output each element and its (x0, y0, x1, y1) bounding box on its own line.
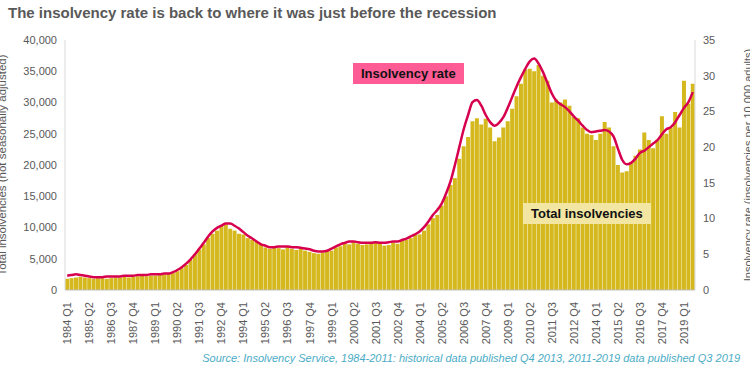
svg-text:Insolvency rate (insolvencies: Insolvency rate (insolvencies per 10,000… (742, 49, 743, 281)
html-text:Source: Insolvency Service, 19: Source: Insolvency Service, 1984-2011: h… (202, 352, 740, 364)
svg-text:2006 Q3: 2006 Q3 (458, 302, 470, 344)
svg-text:20,000: 20,000 (23, 159, 57, 171)
html-text:Total insolvencies: Total insolvencies (531, 206, 643, 221)
svg-text:2004 Q1: 2004 Q1 (414, 302, 426, 344)
svg-text:1997 Q4: 1997 Q4 (304, 302, 316, 344)
svg-text:2012 Q4: 2012 Q4 (568, 302, 580, 344)
svg-text:10: 10 (703, 212, 715, 224)
svg-text:5,000: 5,000 (29, 253, 57, 265)
svg-text:2009 Q1: 2009 Q1 (502, 302, 514, 344)
svg-text:2010 Q2: 2010 Q2 (524, 302, 536, 344)
svg-text:1999 Q1: 1999 Q1 (326, 302, 338, 344)
svg-text:2007 Q4: 2007 Q4 (480, 302, 492, 344)
svg-text:2001 Q3: 2001 Q3 (370, 302, 382, 344)
html-text:The insolvency rate is back to: The insolvency rate is back to where it … (8, 4, 497, 21)
svg-text:2002 Q4: 2002 Q4 (392, 302, 404, 344)
svg-text:10,000: 10,000 (23, 221, 57, 233)
svg-text:40,000: 40,000 (23, 34, 57, 46)
svg-text:1984 Q1: 1984 Q1 (61, 302, 73, 344)
svg-text:1987 Q4: 1987 Q4 (127, 302, 139, 344)
svg-text:1991 Q3: 1991 Q3 (193, 302, 205, 344)
svg-text:2015 Q2: 2015 Q2 (612, 302, 624, 344)
svg-text:0: 0 (51, 284, 57, 296)
svg-text:2014 Q1: 2014 Q1 (590, 302, 602, 344)
svg-text:15,000: 15,000 (23, 190, 57, 202)
svg-text:1996 Q3: 1996 Q3 (281, 302, 293, 344)
svg-text:1985 Q2: 1985 Q2 (83, 302, 95, 344)
svg-text:35,000: 35,000 (23, 65, 57, 77)
svg-text:25,000: 25,000 (23, 128, 57, 140)
svg-text:30: 30 (703, 70, 715, 82)
svg-text:5: 5 (703, 248, 709, 260)
svg-text:2017 Q4: 2017 Q4 (656, 302, 668, 344)
svg-text:15: 15 (703, 177, 715, 189)
svg-text:1989 Q1: 1989 Q1 (149, 302, 161, 344)
svg-text:2016 Q3: 2016 Q3 (634, 302, 646, 344)
svg-text:2011 Q3: 2011 Q3 (546, 302, 558, 343)
svg-text:2019 Q1: 2019 Q1 (678, 302, 690, 344)
svg-text:1995 Q2: 1995 Q2 (259, 302, 271, 344)
svg-text:1992 Q4: 1992 Q4 (215, 302, 227, 344)
svg-text:35: 35 (703, 34, 715, 46)
svg-text:Total insolvencies (not season: Total insolvencies (not seasonally adjus… (8, 54, 9, 275)
svg-text:2005 Q2: 2005 Q2 (436, 302, 448, 344)
svg-text:2000 Q2: 2000 Q2 (348, 302, 360, 344)
svg-text:1990 Q2: 1990 Q2 (171, 302, 183, 344)
svg-text:1986 Q3: 1986 Q3 (105, 302, 117, 344)
svg-text:25: 25 (703, 105, 715, 117)
svg-text:20: 20 (703, 141, 715, 153)
svg-text:0: 0 (703, 284, 709, 296)
svg-text:1994 Q1: 1994 Q1 (237, 302, 249, 344)
svg-text:30,000: 30,000 (23, 96, 57, 108)
html-text:Insolvency rate: Insolvency rate (361, 66, 456, 81)
